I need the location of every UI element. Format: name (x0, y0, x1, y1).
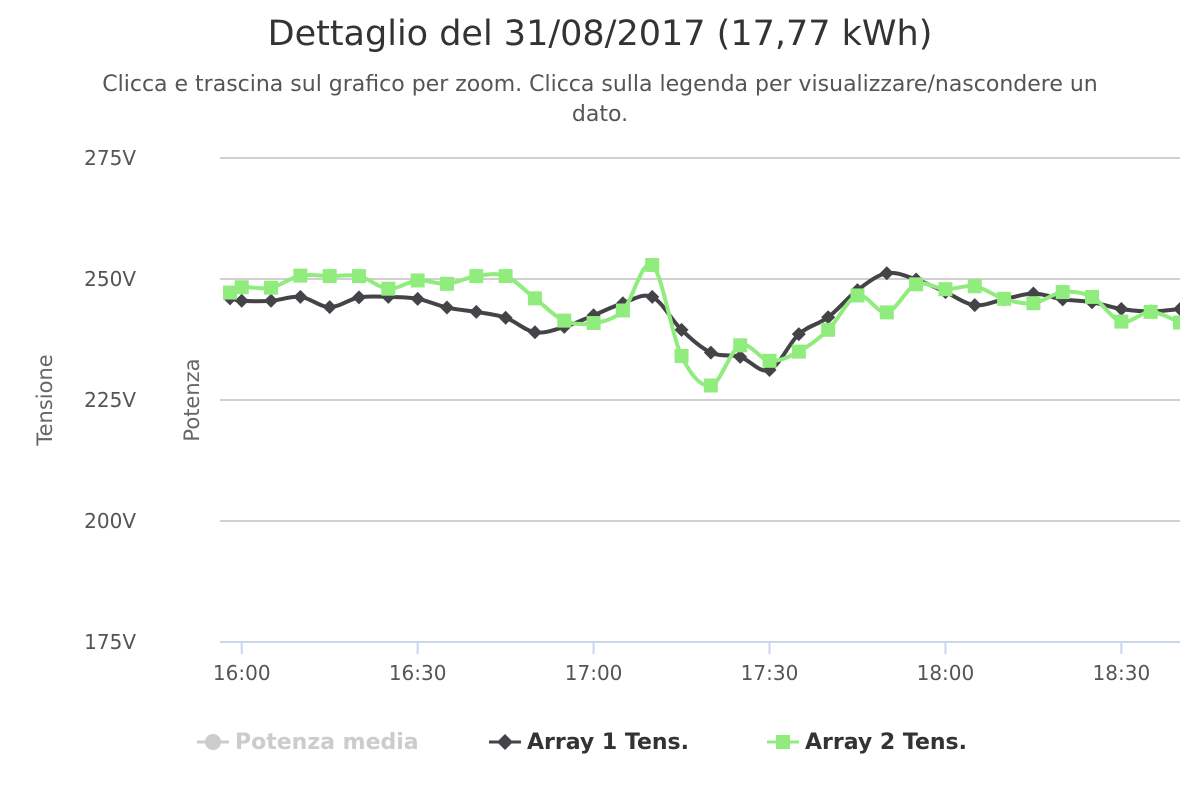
data-point-array-1-tens-1645[interactable] (498, 310, 513, 325)
data-point-array-2-tens-1630[interactable] (410, 273, 425, 288)
grid-lines (220, 157, 1180, 522)
data-point-array-2-tens-1715[interactable] (674, 348, 689, 363)
data-point-array-2-tens-1730[interactable] (762, 353, 777, 368)
series-line-array-1-tens (229, 270, 1180, 373)
data-point-array-2-tens-1750[interactable] (879, 305, 894, 320)
data-point-array-2-tens-1805[interactable] (967, 279, 982, 294)
data-point-array-2-tens-1815[interactable] (1026, 296, 1041, 311)
data-point-array-1-tens-1740[interactable] (821, 310, 836, 325)
legend-square-icon (767, 735, 799, 749)
series-line-array-2-tens (229, 262, 1180, 388)
data-point-array-2-tens-1620[interactable] (352, 269, 367, 284)
x-tick-label-1730: 17:30 (741, 661, 799, 685)
data-point-array-1-tens-1615[interactable] (322, 300, 337, 315)
data-point-array-2-tens-1615[interactable] (322, 269, 337, 284)
data-point-array-2-tens-1745[interactable] (850, 288, 865, 303)
legend-item-array-2[interactable]: Array 2 Tens. (763, 722, 967, 762)
y-tick-label-200: 200V (84, 509, 136, 533)
data-point-array-2-tens-1558[interactable] (223, 285, 237, 300)
legend-item-potenza-media[interactable]: Potenza media (193, 722, 419, 762)
legend: Potenza media Array 1 Tens. Array 2 Tens… (0, 722, 1200, 762)
data-point-array-1-tens-1630[interactable] (410, 291, 425, 306)
data-point-array-1-tens-1830[interactable] (1114, 302, 1129, 317)
data-point-array-1-tens-1720[interactable] (703, 345, 718, 360)
data-point-array-1-tens-1650[interactable] (527, 325, 542, 340)
y-tick-label-175: 175V (84, 630, 136, 654)
data-point-array-1-tens-1610[interactable] (293, 289, 308, 304)
data-point-array-2-tens-1840[interactable] (1173, 315, 1187, 330)
legend-label-array-2: Array 2 Tens. (805, 729, 967, 755)
data-point-array-2-tens-1645[interactable] (498, 269, 513, 284)
data-point-array-2-tens-1800[interactable] (938, 282, 953, 297)
y-axis-title-secondary: Potenza (180, 358, 204, 441)
x-tick-label-1700: 17:00 (565, 661, 623, 685)
data-point-array-2-tens-1705[interactable] (615, 303, 630, 318)
data-point-array-2-tens-1820[interactable] (1055, 285, 1070, 300)
data-point-array-2-tens-1835[interactable] (1143, 304, 1158, 319)
data-point-array-2-tens-1735[interactable] (791, 344, 806, 359)
data-point-array-2-tens-1710[interactable] (645, 257, 660, 272)
data-point-array-2-tens-1755[interactable] (909, 277, 924, 292)
x-axis: 16:00 16:30 17:00 17:30 18:00 18:30 (213, 641, 1180, 685)
data-point-array-1-tens-1715[interactable] (674, 322, 689, 337)
series-array-2-tens[interactable] (223, 257, 1187, 393)
data-point-array-1-tens-1710[interactable] (645, 289, 660, 304)
data-point-array-2-tens-1700[interactable] (586, 316, 601, 331)
data-point-array-1-tens-1640[interactable] (469, 304, 484, 319)
chart-plot-area[interactable]: 275V 250V 225V 200V 175V 16:00 16:30 17:00 17:3… (0, 0, 1200, 720)
data-point-array-1-tens-1600[interactable] (234, 293, 249, 308)
legend-label-potenza-media: Potenza media (235, 729, 419, 755)
data-point-array-2-tens-1725[interactable] (733, 338, 748, 353)
y-tick-label-275: 275V (84, 146, 136, 170)
legend-item-array-1[interactable]: Array 1 Tens. (485, 722, 689, 762)
data-point-array-2-tens-1825[interactable] (1085, 289, 1100, 304)
x-tick-label-1630: 16:30 (389, 661, 447, 685)
y-tick-label-225: 225V (84, 388, 136, 412)
data-point-array-1-tens-1725[interactable] (733, 349, 748, 364)
x-tick-label-1600: 16:00 (213, 661, 271, 685)
data-point-array-1-tens-1840[interactable] (1173, 302, 1187, 317)
data-point-array-1-tens-1750[interactable] (879, 266, 894, 281)
data-point-array-1-tens-1805[interactable] (967, 298, 982, 313)
x-tick-label-1830: 18:30 (1093, 661, 1151, 685)
data-point-array-2-tens-1640[interactable] (469, 269, 484, 284)
data-point-array-2-tens-1610[interactable] (293, 268, 308, 283)
data-point-array-1-tens-1635[interactable] (439, 300, 454, 315)
legend-diamond-icon (489, 734, 521, 750)
y-axis-title-primary: Tensione (33, 354, 57, 446)
data-point-array-2-tens-1655[interactable] (557, 313, 572, 328)
chart-title: Dettaglio del 31/08/2017 (17,77 kWh) (267, 14, 933, 54)
data-point-array-2-tens-1635[interactable] (439, 276, 454, 291)
data-point-array-2-tens-1810[interactable] (997, 291, 1012, 306)
y-tick-label-250: 250V (84, 267, 136, 291)
data-point-array-1-tens-1735[interactable] (791, 327, 806, 342)
data-point-array-1-tens-1605[interactable] (264, 293, 279, 308)
data-point-array-2-tens-1650[interactable] (527, 291, 542, 306)
y-axis-ticks: 275V 250V 225V 200V 175V (84, 146, 136, 654)
data-point-array-2-tens-1625[interactable] (381, 281, 396, 296)
series-array-1-tens[interactable] (223, 266, 1187, 377)
data-point-array-2-tens-1740[interactable] (821, 322, 836, 337)
legend-label-array-1: Array 1 Tens. (527, 729, 689, 755)
data-point-array-2-tens-1600[interactable] (234, 280, 249, 295)
chart-subtitle: Clicca e trascina sul grafico per zoom. … (102, 72, 1098, 127)
x-tick-label-1800: 18:00 (917, 661, 975, 685)
legend-circle-icon (197, 734, 229, 750)
data-point-array-1-tens-1620[interactable] (352, 290, 367, 305)
data-point-array-2-tens-1830[interactable] (1114, 314, 1129, 329)
series-lines (223, 257, 1187, 393)
data-point-array-2-tens-1605[interactable] (264, 280, 279, 295)
data-point-array-2-tens-1720[interactable] (703, 378, 718, 393)
